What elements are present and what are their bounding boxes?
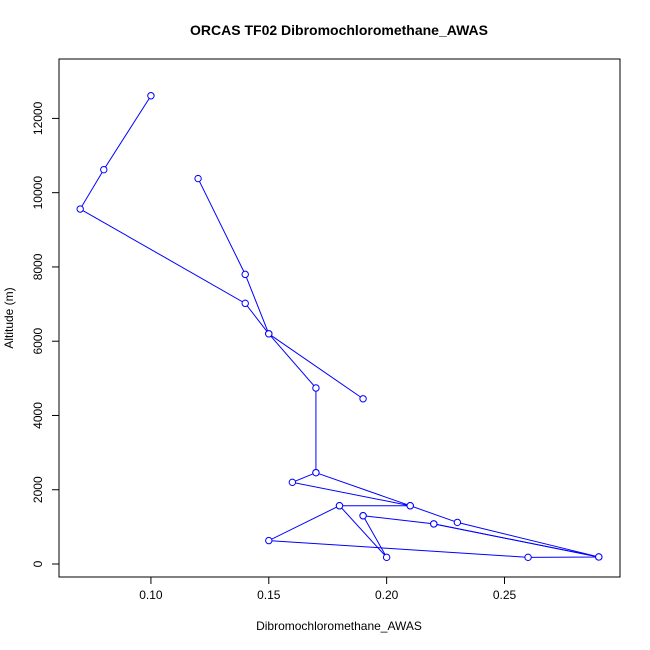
data-point [595,553,603,561]
y-tick-label: 2000 [31,476,45,503]
data-point [406,502,414,510]
x-tick-label: 0.15 [257,588,281,602]
y-tick-label: 0 [31,560,45,567]
data-point [265,536,273,545]
y-tick-label: 6000 [31,328,45,355]
data-point [430,520,438,528]
data-point [265,330,273,338]
y-axis: 0 2000 4000 6000 8000 10000 12000 [31,101,60,567]
data-point [241,299,249,308]
x-tick-label: 0.10 [139,588,163,602]
data-point [524,553,532,562]
data-point [288,478,297,487]
data-point [312,384,320,392]
data-point [241,270,249,279]
chart-title: ORCAS TF02 Dibromochloromethane_AWAS [190,22,488,38]
data-point [100,165,108,174]
data-point [147,92,155,100]
x-axis: 0.10 0.15 0.20 0.25 [139,576,517,602]
series-layer [76,92,603,562]
data-point [194,174,202,183]
data-point [453,518,462,527]
y-tick-label: 12000 [31,101,45,135]
y-axis-label: Altitude (m) [2,287,16,348]
x-tick-label: 0.25 [493,588,517,602]
y-tick-label: 4000 [31,402,45,429]
data-point [312,468,320,477]
series-line [315,472,599,558]
data-point [359,512,367,520]
data-point [382,553,391,562]
series-line [268,333,411,558]
series-line [79,95,270,335]
data-point [76,205,84,213]
y-tick-label: 8000 [31,253,45,280]
data-point [335,502,344,510]
x-tick-label: 0.20 [375,588,399,602]
x-axis-label: Dibromochloromethane_AWAS [256,619,422,633]
data-point [359,395,367,403]
series-line [266,505,599,558]
plot-frame [58,58,621,578]
y-tick-label: 10000 [31,176,45,210]
